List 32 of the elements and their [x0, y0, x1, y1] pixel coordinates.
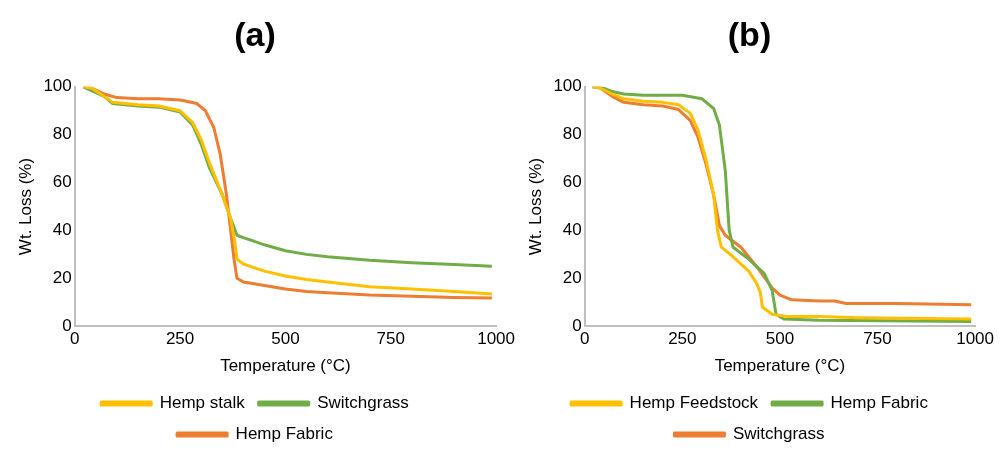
- legend-label: Hemp stalk: [159, 393, 246, 413]
- x-tick-label: 500: [765, 329, 795, 349]
- x-tick-label: 750: [863, 329, 892, 349]
- y-tick-label: 80: [52, 124, 72, 144]
- legend-label: Hemp Fabric: [830, 393, 929, 413]
- chart-title: (b): [727, 14, 772, 53]
- y-tick-label: 60: [52, 172, 72, 192]
- x-tick-label: 1000: [477, 329, 515, 349]
- x-tick-label: 500: [271, 329, 300, 349]
- x-tick-label: 250: [165, 329, 195, 349]
- legend-label: Switchgrass: [317, 393, 409, 413]
- y-tick-label: 40: [562, 220, 582, 240]
- y-tick-label: 80: [562, 124, 582, 144]
- x-tick-label: 750: [376, 329, 405, 349]
- y-axis-title: Wt. Loss (%): [525, 157, 545, 256]
- legend-label: Hemp Fabric: [235, 424, 334, 444]
- x-tick-label: 250: [668, 329, 697, 349]
- y-tick-label: 0: [62, 315, 72, 335]
- legend-label: Hemp Feedstock: [629, 393, 759, 413]
- legend-label: Switchgrass: [732, 424, 825, 444]
- y-tick-label: 100: [553, 76, 582, 96]
- chart-title: (a): [234, 14, 276, 53]
- y-tick-label: 20: [52, 268, 72, 288]
- x-axis-title: Temperature (°C): [220, 356, 351, 376]
- y-tick-label: 40: [52, 220, 72, 240]
- y-tick-label: 20: [562, 268, 582, 288]
- y-tick-label: 60: [562, 172, 582, 192]
- x-axis-title: Temperature (°C): [714, 356, 846, 376]
- y-tick-label: 100: [43, 76, 72, 96]
- x-tick-label: 1000: [956, 329, 994, 349]
- y-tick-label: 0: [572, 315, 582, 335]
- y-axis-title: Wt. Loss (%): [15, 157, 35, 256]
